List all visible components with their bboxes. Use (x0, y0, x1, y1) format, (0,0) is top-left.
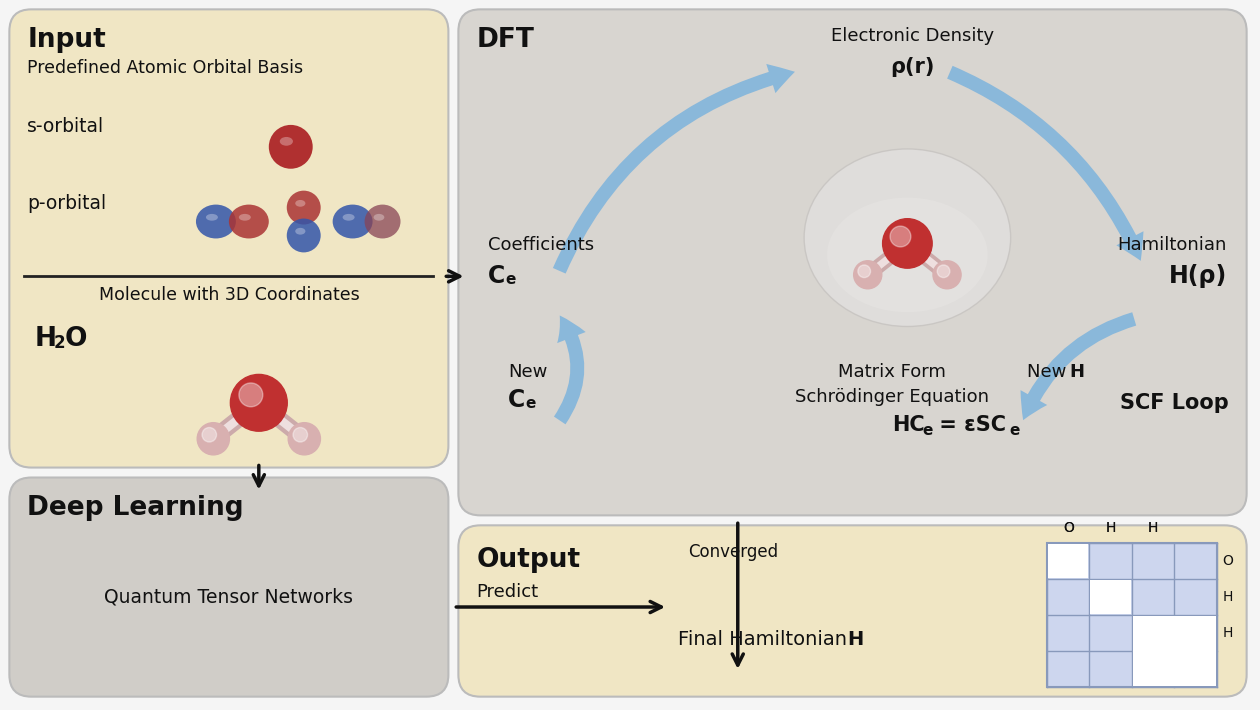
Circle shape (289, 422, 320, 455)
Text: O: O (1063, 521, 1074, 535)
Text: ρ(r): ρ(r) (890, 58, 935, 77)
FancyBboxPatch shape (459, 9, 1246, 515)
Text: e: e (1009, 422, 1019, 438)
Text: Predefined Atomic Orbital Basis: Predefined Atomic Orbital Basis (28, 59, 304, 77)
Circle shape (231, 374, 287, 431)
FancyBboxPatch shape (1047, 543, 1217, 687)
Circle shape (202, 427, 217, 442)
FancyArrowPatch shape (553, 64, 795, 273)
Text: H: H (1105, 521, 1116, 535)
Text: Converged: Converged (688, 543, 777, 562)
Ellipse shape (333, 204, 373, 239)
Circle shape (882, 219, 932, 268)
Ellipse shape (280, 137, 292, 146)
FancyArrowPatch shape (1021, 312, 1137, 420)
Text: e: e (525, 396, 536, 411)
Ellipse shape (287, 219, 321, 252)
Text: e: e (505, 273, 515, 288)
Text: Deep Learning: Deep Learning (28, 496, 244, 521)
FancyArrowPatch shape (554, 315, 586, 425)
Circle shape (937, 265, 950, 278)
Ellipse shape (287, 191, 321, 224)
Text: H: H (1148, 521, 1158, 535)
Ellipse shape (197, 204, 236, 239)
Text: Input: Input (28, 27, 106, 53)
Ellipse shape (205, 214, 218, 221)
Ellipse shape (239, 214, 251, 221)
Text: p-orbital: p-orbital (28, 194, 106, 212)
Ellipse shape (295, 200, 305, 207)
Text: H: H (1148, 521, 1158, 535)
Text: H(ρ): H(ρ) (1168, 264, 1227, 288)
Text: O: O (1222, 555, 1234, 568)
FancyBboxPatch shape (1048, 545, 1089, 578)
Text: = εSC: = εSC (932, 415, 1007, 435)
Text: HC: HC (892, 415, 925, 435)
Ellipse shape (804, 149, 1011, 327)
Text: New: New (1027, 363, 1072, 381)
Circle shape (932, 261, 961, 289)
Text: Electronic Density: Electronic Density (830, 27, 994, 45)
Circle shape (854, 261, 882, 289)
Text: H: H (1068, 363, 1084, 381)
Text: Coefficients: Coefficients (489, 236, 595, 254)
Text: H: H (1222, 590, 1234, 604)
Text: H: H (848, 630, 864, 649)
Text: Matrix Form: Matrix Form (838, 363, 946, 381)
Ellipse shape (343, 214, 354, 221)
Ellipse shape (827, 197, 988, 312)
Text: SCF Loop: SCF Loop (1120, 393, 1228, 413)
Text: H: H (34, 326, 57, 352)
Text: Predict: Predict (476, 583, 538, 601)
Circle shape (198, 422, 229, 455)
Text: Final Hamiltonian: Final Hamiltonian (678, 630, 853, 649)
Text: Quantum Tensor Networks: Quantum Tensor Networks (105, 587, 353, 606)
Text: O: O (64, 326, 87, 352)
FancyBboxPatch shape (1133, 616, 1216, 686)
Ellipse shape (229, 204, 268, 239)
Text: Hamiltonian: Hamiltonian (1118, 236, 1227, 254)
Text: e: e (922, 422, 932, 438)
Circle shape (239, 383, 263, 407)
Ellipse shape (373, 214, 384, 221)
Text: C: C (508, 388, 525, 412)
Text: C: C (489, 264, 505, 288)
Text: DFT: DFT (476, 27, 534, 53)
Circle shape (858, 265, 871, 278)
Text: H: H (1222, 626, 1234, 640)
Text: New: New (508, 363, 548, 381)
Text: Schrödinger Equation: Schrödinger Equation (795, 388, 989, 406)
FancyBboxPatch shape (1090, 580, 1131, 614)
FancyBboxPatch shape (9, 9, 449, 468)
FancyBboxPatch shape (459, 525, 1246, 697)
Circle shape (294, 427, 307, 442)
Ellipse shape (364, 204, 401, 239)
Text: O: O (1063, 521, 1074, 535)
Text: Output: Output (476, 547, 581, 573)
Ellipse shape (268, 125, 312, 169)
Text: Molecule with 3D Coordinates: Molecule with 3D Coordinates (98, 286, 359, 305)
FancyBboxPatch shape (9, 478, 449, 697)
FancyArrowPatch shape (948, 66, 1144, 261)
Ellipse shape (295, 228, 305, 234)
Text: 2: 2 (53, 334, 66, 352)
Text: H: H (1105, 521, 1116, 535)
Text: s-orbital: s-orbital (28, 117, 105, 136)
Circle shape (890, 226, 911, 247)
